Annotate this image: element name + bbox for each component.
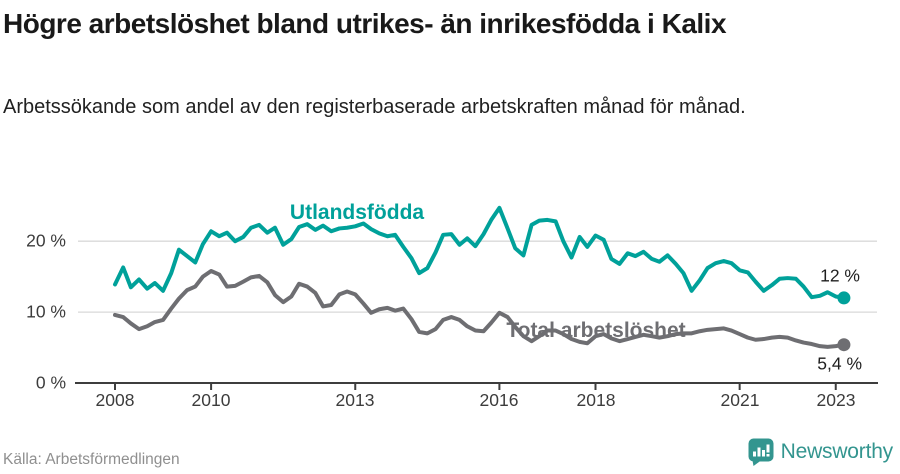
end-value-label-total: 5,4 % [817,353,862,374]
series-label-utlandsfodda: Utlandsfödda [289,201,425,224]
x-axis-tick-label-2013: 2013 [335,390,375,410]
chart-subtitle: Arbetssökande som andel av den registerb… [3,96,746,118]
end-value-label-utlandsfodda: 12 % [820,265,860,286]
chart-title: Högre arbetslöshet bland utrikes- än inr… [3,8,727,39]
series-label-total-arbetsloshet: Total arbetslöshet [506,319,686,342]
x-axis-tick-label-2023: 2023 [816,390,856,410]
x-axis-tick-label-2021: 2021 [720,390,760,410]
source-note: Källa: Arbetsförmedlingen [3,451,180,468]
x-axis-tick-label-2010: 2010 [191,390,231,410]
y-axis-tick-label-20: 20 % [26,230,66,251]
bar-chart-speech-bubble-icon [748,438,774,466]
y-axis-tick-label-0: 0 % [35,372,66,393]
newsworthy-wordmark: Newsworthy [780,440,894,463]
y-axis-tick-label-10: 10 % [26,301,66,322]
x-axis-tick-label-2008: 2008 [95,390,135,410]
x-axis-tick-label-2016: 2016 [479,390,519,410]
x-axis-tick-label-2018: 2018 [576,390,616,410]
newsworthy-logo[interactable]: Newsworthy [748,438,893,466]
